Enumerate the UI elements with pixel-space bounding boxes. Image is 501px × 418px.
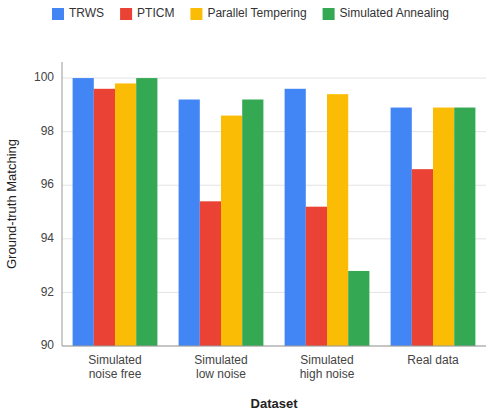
grid-line — [62, 78, 486, 79]
y-tick-labels: 90 92 94 96 98 100 — [34, 70, 54, 352]
x-axis-line — [62, 346, 486, 347]
legend-swatch — [190, 8, 202, 20]
bar — [200, 201, 221, 346]
x-tick-labels: Simulatednoise free Simulatedlow noise Sim… — [88, 353, 459, 381]
grid — [62, 78, 486, 346]
legend-swatch — [323, 8, 335, 20]
bar — [433, 108, 454, 346]
x-tick-label: Simulatedlow noise — [194, 353, 247, 381]
chart-container: 9092949698100Simulatednoise freeSimulate… — [0, 0, 501, 418]
bar — [412, 169, 433, 346]
legend-label: TRWS — [69, 6, 104, 20]
bar — [179, 100, 200, 346]
legend-label: PTICM — [137, 6, 174, 20]
y-tick-label: 96 — [41, 177, 55, 191]
legend-item: Parallel Tempering — [190, 6, 306, 20]
y-tick-label: 100 — [34, 70, 54, 84]
bar — [391, 108, 412, 346]
legend: TRWS PTICM Parallel Tempering Simulated Ann… — [52, 6, 449, 20]
legend-swatch — [120, 8, 132, 20]
x-tick-label: Real data — [407, 353, 459, 367]
bars — [73, 78, 476, 346]
y-tick-label: 94 — [41, 231, 55, 245]
legend-label: Parallel Tempering — [207, 6, 306, 20]
bar — [136, 78, 157, 346]
bar — [242, 100, 263, 346]
y-tick-label: 90 — [41, 338, 55, 352]
bar — [115, 83, 136, 346]
grid-line — [62, 346, 486, 347]
x-axis-label: Dataset — [251, 396, 299, 411]
x-tick-label: Simulatednoise free — [88, 353, 141, 381]
chart: 9092949698100Simulatednoise freeSimulate… — [0, 0, 501, 418]
bar — [454, 108, 475, 346]
legend-item: TRWS — [52, 6, 104, 20]
bar — [348, 271, 369, 346]
x-tick-label: Simulatedhigh noise — [300, 353, 355, 381]
y-axis-line — [62, 62, 63, 346]
y-tick-label: 92 — [41, 285, 55, 299]
bar — [306, 207, 327, 346]
bar — [94, 89, 115, 346]
y-tick-label: 98 — [41, 124, 55, 138]
legend-item: Simulated Annealing — [323, 6, 449, 20]
bar — [221, 116, 242, 346]
y-axis-label: Ground-truth Matching — [4, 139, 19, 269]
legend-label: Simulated Annealing — [340, 6, 449, 20]
legend-swatch — [52, 8, 64, 20]
bar — [327, 94, 348, 346]
bar — [285, 89, 306, 346]
legend-item: PTICM — [120, 6, 174, 20]
bar — [73, 78, 94, 346]
